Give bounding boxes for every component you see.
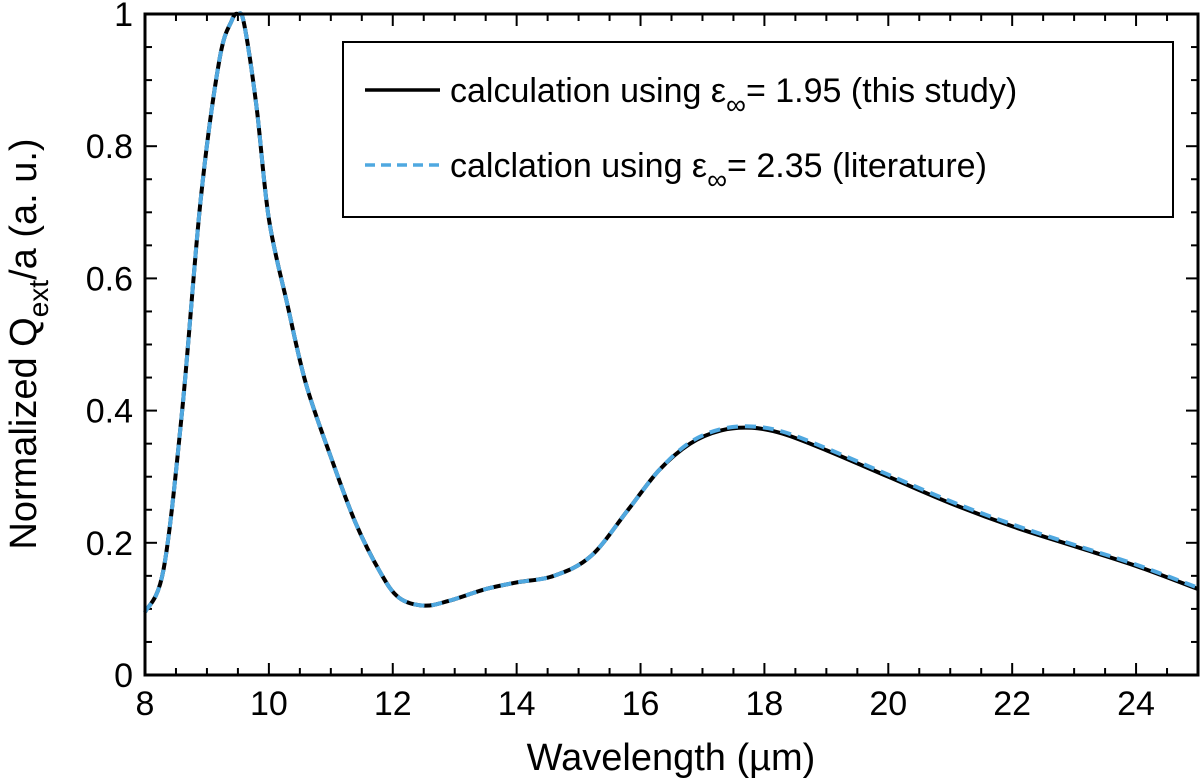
legend: calculation using ε∞= 1.95 (this study) … <box>342 41 1174 218</box>
y-tick-label: 0.4 <box>86 393 133 431</box>
x-tick-label: 20 <box>869 685 907 723</box>
x-tick-label: 16 <box>622 685 660 723</box>
y-axis-title-suffix: /a (a. u.) <box>3 138 45 280</box>
legend-label-series-1: calculation using ε∞= 1.95 (this study) <box>450 72 1017 120</box>
y-tick-label: 0.2 <box>86 525 133 563</box>
y-tick-label: 1 <box>114 0 133 34</box>
y-axis-title: Normalized Qext/a (a. u.) <box>3 138 54 549</box>
x-tick-label: 14 <box>498 685 536 723</box>
legend-label-series-2-before: calclation using ε <box>450 147 707 185</box>
legend-box <box>342 41 1174 218</box>
y-tick-label: 0.8 <box>86 128 133 166</box>
legend-label-series-2-after: = 2.35 (literature) <box>727 147 987 185</box>
legend-label-series-2: calclation using ε∞= 2.35 (literature) <box>450 147 987 195</box>
legend-label-series-1-before: calculation using ε <box>450 72 726 110</box>
x-tick-label: 22 <box>993 685 1031 723</box>
legend-label-series-2-sub: ∞ <box>707 164 727 195</box>
legend-label-series-1-sub: ∞ <box>726 89 746 120</box>
x-tick-label: 18 <box>745 685 783 723</box>
legend-label-series-1-after: = 1.95 (this study) <box>746 72 1017 110</box>
y-axis-title-subscript: ext <box>23 280 54 318</box>
x-tick-label: 24 <box>1117 685 1155 723</box>
y-axis-title-prefix: Normalized Q <box>3 317 45 549</box>
series-layer <box>143 11 1199 614</box>
tick-labels: 8 10 12 14 16 18 20 22 24 0 0.2 0.4 0.6 0.8 1 <box>86 0 1155 723</box>
x-tick-label: 10 <box>250 685 288 723</box>
plot-frame <box>143 12 1200 677</box>
y-tick-label: 0 <box>114 657 133 695</box>
y-tick-label: 0.6 <box>86 260 133 298</box>
x-tick-label: 12 <box>374 685 412 723</box>
x-tick-label: 8 <box>136 685 155 723</box>
x-axis-title: Wavelength (µm) <box>527 737 816 779</box>
series-line-2 <box>143 11 1199 614</box>
